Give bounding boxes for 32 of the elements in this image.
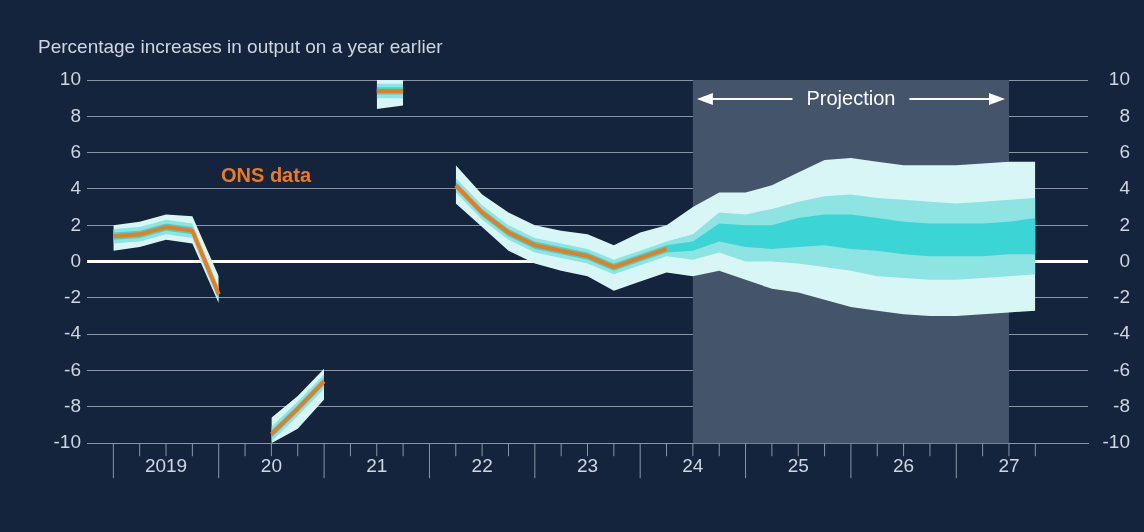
y2-tick-label: 10 <box>1108 68 1130 90</box>
x-tick-label: 2019 <box>144 454 188 476</box>
x-tick-label: 26 <box>893 454 915 476</box>
x-tick-label: 20 <box>260 454 282 476</box>
y-tick-label: 2 <box>70 213 81 235</box>
y-tick-label: -10 <box>53 431 81 453</box>
y2-tick-label: -4 <box>1113 322 1131 344</box>
y2-tick-label: -6 <box>1113 358 1130 380</box>
x-tick-label: 25 <box>787 454 809 476</box>
y2-tick-label: 4 <box>1119 177 1131 199</box>
y2-tick-label: 0 <box>1119 249 1130 271</box>
y-axis-title: Percentage increases in output on a year earlier <box>38 36 443 58</box>
x-tick-label: 21 <box>366 454 388 476</box>
x-tick-label: 24 <box>682 454 704 476</box>
y-tick-label: 4 <box>70 177 82 199</box>
y-tick-label: 6 <box>70 140 81 162</box>
y2-tick-label: 6 <box>1119 140 1130 162</box>
y2-tick-label: 2 <box>1119 213 1130 235</box>
y-tick-label: -4 <box>64 322 82 344</box>
y-tick-label: -2 <box>64 286 81 308</box>
y-tick-label: -8 <box>64 395 81 417</box>
x-tick-label: 27 <box>998 454 1020 476</box>
y-tick-label: 8 <box>70 104 81 126</box>
y2-tick-label: 8 <box>1119 104 1130 126</box>
y2-tick-label: -2 <box>1113 286 1130 308</box>
y-tick-label: 0 <box>70 249 81 271</box>
y2-tick-label: -8 <box>1113 395 1130 417</box>
x-tick-label: 23 <box>576 454 599 476</box>
y-tick-label: 10 <box>59 68 81 90</box>
y2-tick-label: -10 <box>1102 431 1130 453</box>
x-tick-label: 22 <box>471 454 493 476</box>
y-tick-label: -6 <box>64 358 81 380</box>
